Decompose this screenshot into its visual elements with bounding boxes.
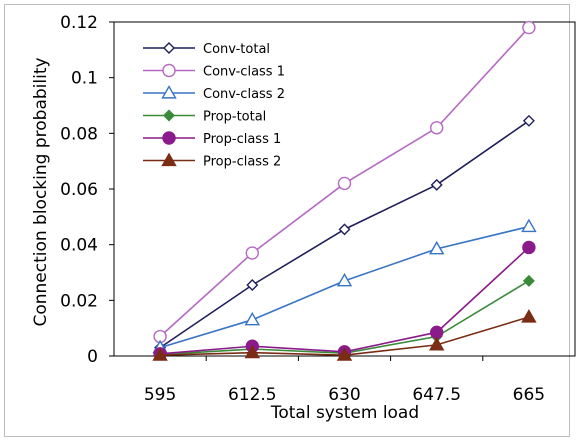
series-5	[152, 309, 537, 361]
series-4	[153, 240, 536, 361]
y-tick-label: 0.08	[60, 124, 98, 144]
data-point	[244, 344, 261, 359]
data-point	[245, 246, 260, 260]
data-point	[522, 240, 536, 255]
data-point	[430, 121, 444, 135]
x-tick-label: 612.5	[228, 385, 277, 405]
legend-item: Prop-class 1	[143, 131, 281, 147]
series-1	[153, 20, 536, 344]
series-line	[160, 280, 530, 356]
x-axis-title: Total system load	[270, 403, 419, 423]
legend-marker	[161, 152, 177, 167]
legend-label: Conv-class 1	[203, 65, 285, 80]
x-tick-label: 630	[328, 385, 360, 405]
legend-label: Prop-total	[203, 110, 266, 125]
data-point	[428, 240, 445, 255]
legend-label: Conv-total	[203, 42, 270, 57]
data-point	[430, 325, 444, 340]
legend-label: Prop-class 1	[203, 132, 281, 147]
legend-item: Prop-total	[143, 110, 266, 125]
data-point	[522, 274, 535, 287]
data-point	[522, 114, 535, 127]
y-tick-label: 0.12	[60, 13, 98, 33]
y-tick-label: 0	[87, 347, 98, 367]
legend-label: Conv-class 2	[203, 87, 285, 102]
legend: Conv-total Conv-class 1 Conv-class 2 Prop-t…	[143, 42, 285, 170]
x-tick-label: 595	[144, 385, 176, 405]
data-point	[246, 279, 259, 292]
legend-item: Conv-class 2	[143, 85, 285, 102]
data-point	[338, 223, 351, 236]
data-point	[521, 218, 537, 233]
legend-marker	[163, 42, 175, 54]
data-point	[428, 336, 445, 351]
legend-marker	[163, 109, 175, 122]
data-point	[244, 311, 261, 326]
y-axis-title: Connection blocking probability	[31, 57, 51, 326]
series-line	[160, 246, 530, 355]
x-tick-label: 665	[513, 385, 545, 405]
legend-marker	[162, 63, 176, 78]
series-0	[154, 114, 535, 354]
data-point	[430, 178, 443, 191]
data-point	[522, 20, 536, 35]
y-tick-label: 0.02	[60, 291, 98, 311]
data-point	[521, 309, 537, 323]
axes: 0 0.02 0.04 0.06 0.08 0.1 0.12 595 612.5 630 647.5…	[60, 13, 545, 405]
y-tick-label: 0.1	[71, 69, 98, 89]
chart-frame	[4, 4, 570, 437]
data-point	[336, 272, 353, 287]
legend-marker	[162, 131, 176, 145]
data-point	[337, 176, 352, 191]
data-point	[336, 347, 353, 361]
data-point	[152, 347, 168, 361]
legend-label: Prop-class 2	[203, 155, 281, 170]
x-tick-label: 647.5	[412, 385, 461, 405]
y-tick-label: 0.06	[60, 180, 98, 200]
legend-marker	[161, 85, 177, 99]
legend-item: Prop-class 2	[143, 152, 281, 170]
legend-item: Conv-total	[143, 42, 270, 57]
series-layer	[152, 20, 537, 361]
legend-item: Conv-class 1	[143, 63, 285, 80]
y-tick-label: 0.04	[60, 236, 98, 256]
